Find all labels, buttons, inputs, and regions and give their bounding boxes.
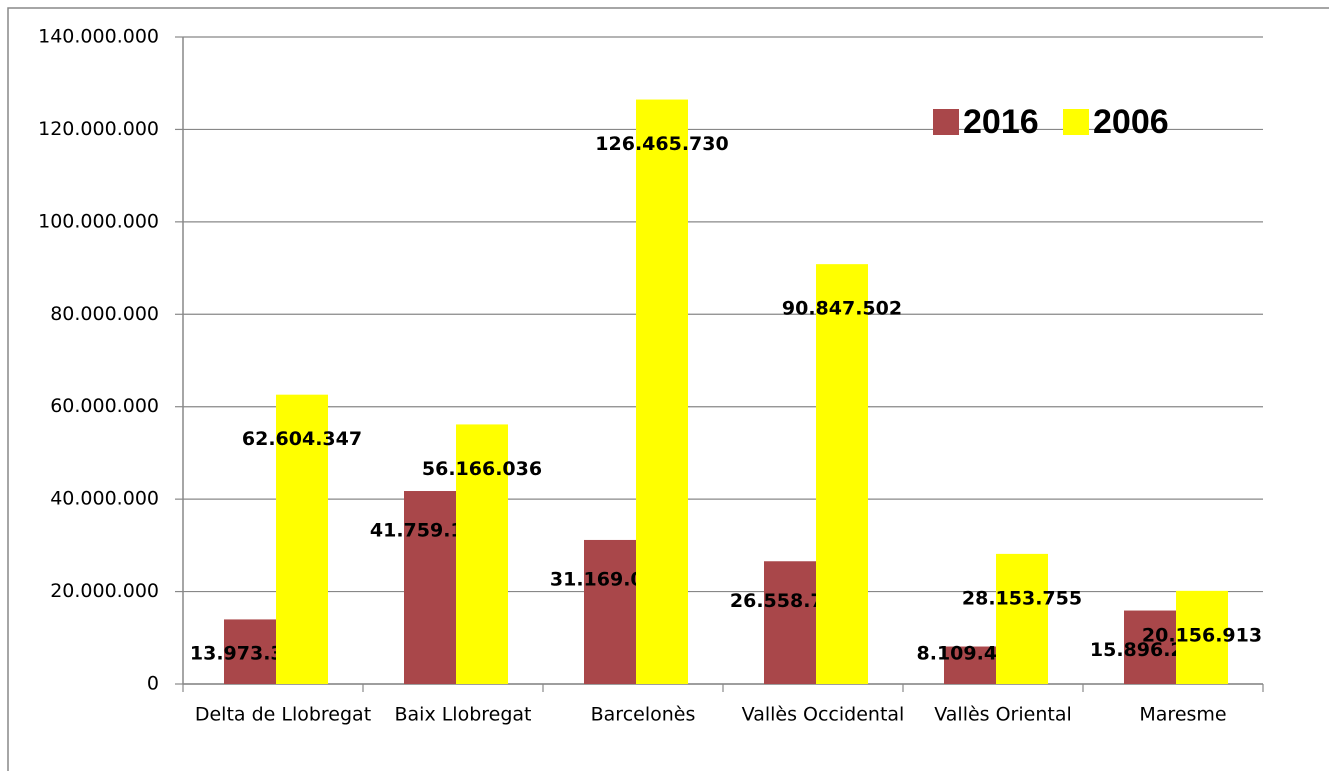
y-tick-label: 0 [147,673,159,695]
chart-frame [7,7,1329,771]
y-tick-label: 80.000.000 [50,303,159,325]
value-label: 90.847.502 [782,298,902,320]
bar [404,491,456,684]
y-tick-label: 60.000.000 [50,395,159,417]
bar [996,553,1048,684]
legend-label: 2016 [963,103,1039,141]
x-tick-label: Baix Llobregat [394,704,531,726]
value-label: 20.156.913 [1142,624,1262,646]
value-label: 62.604.347 [242,428,362,450]
bar [456,424,508,684]
bar [764,561,816,684]
bar [944,646,996,684]
legend-label: 2006 [1093,103,1169,141]
x-tick-label: Vallès Occidental [742,704,905,726]
y-tick-label: 40.000.000 [50,488,159,510]
bar [816,264,868,684]
legend-swatch [933,109,959,135]
bar [1124,610,1176,684]
value-label: 28.153.755 [962,587,1082,609]
y-tick-label: 100.000.000 [38,210,159,232]
legend-swatch [1063,109,1089,135]
y-tick-label: 140.000.000 [38,26,159,48]
bar [636,99,688,684]
bar [276,394,328,684]
value-label: 126.465.730 [595,133,728,155]
y-tick-label: 120.000.000 [38,118,159,140]
x-tick-label: Delta de Llobregat [195,704,371,726]
bar [584,539,636,684]
x-tick-label: Barcelonès [591,704,696,726]
x-tick-label: Maresme [1139,704,1226,726]
bar [1176,590,1228,684]
x-tick-label: Vallès Oriental [934,704,1072,726]
y-tick-label: 20.000.000 [50,580,159,602]
bar [224,619,276,684]
value-label: 56.166.036 [422,458,542,480]
